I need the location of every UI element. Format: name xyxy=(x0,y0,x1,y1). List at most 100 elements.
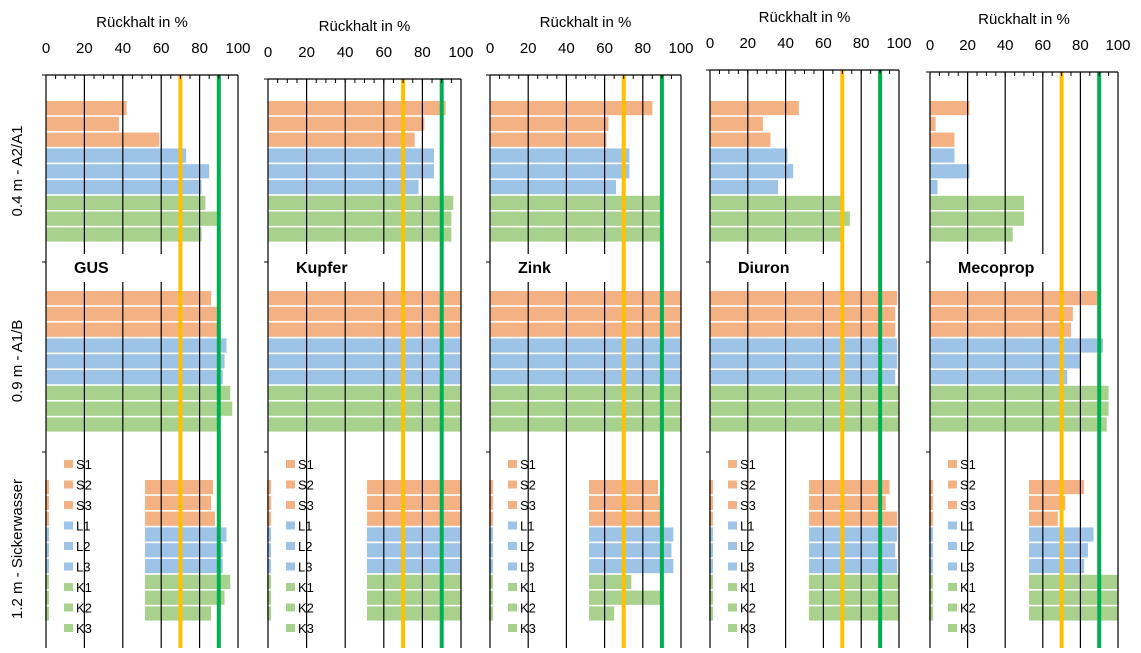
kupfer-bar-d1-s3 xyxy=(268,132,415,147)
kupfer-bar-d1-l2 xyxy=(268,164,434,179)
mecoprop-bar-d1-k2 xyxy=(930,211,1024,226)
mecoprop-tick-label-80: 80 xyxy=(1072,37,1089,54)
zink-legend-swatch-l1 xyxy=(508,521,517,530)
zink-legend-swatch-k3 xyxy=(508,624,517,632)
gus-title-background xyxy=(66,254,166,282)
kupfer-legend-swatch-k1 xyxy=(286,583,295,591)
mecoprop-bar-d1-k1 xyxy=(930,195,1024,210)
depth-label-3: 1.2 m - Sickerwasser xyxy=(9,479,26,619)
mecoprop-bar-d1-s2 xyxy=(930,116,936,131)
kupfer-legend-label-k1: K1 xyxy=(298,580,314,595)
diuron-bar-d2-s2 xyxy=(710,306,896,321)
kupfer-legend-label-l1: L1 xyxy=(298,519,312,534)
kupfer-legend-label-l2: L2 xyxy=(298,539,312,554)
diuron-bar-d1-s3 xyxy=(710,132,771,147)
zink-bar-d1-l1 xyxy=(490,148,630,163)
diuron-bar-d1-l3 xyxy=(710,180,779,195)
gus-tick-label-80: 80 xyxy=(191,40,208,57)
kupfer-legend-label-s2: S2 xyxy=(298,478,314,493)
mecoprop-bar-d2-l3 xyxy=(930,370,1068,385)
gus-legend-label-l3: L3 xyxy=(76,560,90,575)
zink-legend-label-l3: L3 xyxy=(520,560,534,575)
kupfer-bar-d2-l2 xyxy=(268,354,461,369)
kupfer-bar-d1-l1 xyxy=(268,148,434,163)
zink-legend-background xyxy=(493,458,589,648)
kupfer-bar-d2-l3 xyxy=(268,370,461,385)
gus-bar-d1-s2 xyxy=(46,116,119,131)
gus-bar-d2-k3 xyxy=(46,417,219,432)
depth-label-1: 0.4 m - A2/A1 xyxy=(9,126,26,217)
kupfer-bar-d1-s1 xyxy=(268,101,446,116)
gus-bar-d2-k1 xyxy=(46,385,231,400)
kupfer-bar-d2-s1 xyxy=(268,291,461,306)
mecoprop-legend-swatch-s2 xyxy=(948,480,957,489)
gus-legend-label-l2: L2 xyxy=(76,539,90,554)
kupfer-bar-d2-k2 xyxy=(268,401,461,416)
mecoprop-bar-d1-s1 xyxy=(930,101,970,116)
zink-bar-d2-l2 xyxy=(490,354,681,369)
mecoprop-legend-swatch-s1 xyxy=(948,460,957,468)
diuron-legend-swatch-l3 xyxy=(728,562,737,571)
diuron-legend-background xyxy=(713,458,809,648)
zink-legend-swatch-k2 xyxy=(508,603,517,612)
diuron-legend-swatch-s2 xyxy=(728,480,737,489)
gus-bar-d1-s1 xyxy=(46,101,127,116)
zink-panel-title: Zink xyxy=(518,260,551,277)
diuron-legend-swatch-k2 xyxy=(728,603,737,612)
diuron-axis-title: Rückhalt in % xyxy=(759,9,851,26)
mecoprop-bar-d1-k3 xyxy=(930,227,1013,242)
diuron-legend-swatch-l2 xyxy=(728,542,737,550)
gus-axis-title: Rückhalt in % xyxy=(96,14,188,31)
zink-bar-d2-s2 xyxy=(490,306,681,321)
mecoprop-bar-d2-k1 xyxy=(930,385,1109,400)
diuron-tick-label-60: 60 xyxy=(815,35,832,52)
kupfer-legend-swatch-s1 xyxy=(286,460,295,468)
zink-legend-swatch-s1 xyxy=(508,460,517,468)
diuron-bar-d2-l2 xyxy=(710,354,898,369)
zink-bar-d1-k3 xyxy=(490,227,662,242)
mecoprop-bar-d2-s1 xyxy=(930,291,1098,306)
diuron-tick-label-80: 80 xyxy=(853,35,870,52)
kupfer-legend-label-s1: S1 xyxy=(298,457,314,472)
gus-legend-swatch-k2 xyxy=(64,603,73,612)
kupfer-legend-swatch-l1 xyxy=(286,521,295,530)
gus-tick-label-40: 40 xyxy=(114,40,131,57)
gus-bar-d1-l1 xyxy=(46,148,187,163)
diuron-legend-swatch-l1 xyxy=(728,521,737,530)
diuron-bar-d2-l1 xyxy=(710,338,898,353)
kupfer-tick-label-80: 80 xyxy=(414,44,431,61)
zink-bar-d2-k2 xyxy=(490,401,681,416)
mecoprop-tick-label-20: 20 xyxy=(959,37,976,54)
gus-legend-swatch-s3 xyxy=(64,501,73,509)
depth-label-2: 0.9 m - A1/B xyxy=(9,320,26,403)
gus-bar-d1-s3 xyxy=(46,132,160,147)
gus-bar-d1-k2 xyxy=(46,211,217,226)
kupfer-legend-swatch-l2 xyxy=(286,542,295,550)
mecoprop-legend-swatch-s3 xyxy=(948,501,957,509)
diuron-bar-d1-l1 xyxy=(710,148,788,163)
zink-tick-label-80: 80 xyxy=(634,40,651,57)
kupfer-bar-d1-k1 xyxy=(268,195,454,210)
gus-legend-swatch-l2 xyxy=(64,542,73,550)
mecoprop-bar-d2-l1 xyxy=(930,338,1103,353)
zink-bar-d1-l3 xyxy=(490,180,617,195)
zink-title-background xyxy=(510,254,610,282)
kupfer-bar-d2-k3 xyxy=(268,417,461,432)
kupfer-bar-d2-l1 xyxy=(268,338,461,353)
gus-bar-d1-l3 xyxy=(46,180,202,195)
zink-bar-d1-l2 xyxy=(490,164,630,179)
mecoprop-legend-swatch-l2 xyxy=(948,542,957,550)
kupfer-tick-label-100: 100 xyxy=(448,44,473,61)
zink-tick-label-40: 40 xyxy=(558,40,575,57)
zink-legend-swatch-s2 xyxy=(508,480,517,489)
diuron-bar-d2-s1 xyxy=(710,291,898,306)
gus-bar-d1-k1 xyxy=(46,195,206,210)
diuron-tick-label-40: 40 xyxy=(777,35,794,52)
diuron-bar-d1-k1 xyxy=(710,195,845,210)
gus-legend-swatch-s1 xyxy=(64,460,73,468)
gus-tick-label-60: 60 xyxy=(153,40,170,57)
gus-bar-d2-s3 xyxy=(46,322,221,337)
gus-bar-d1-k3 xyxy=(46,227,202,242)
kupfer-bar-d2-s3 xyxy=(268,322,461,337)
